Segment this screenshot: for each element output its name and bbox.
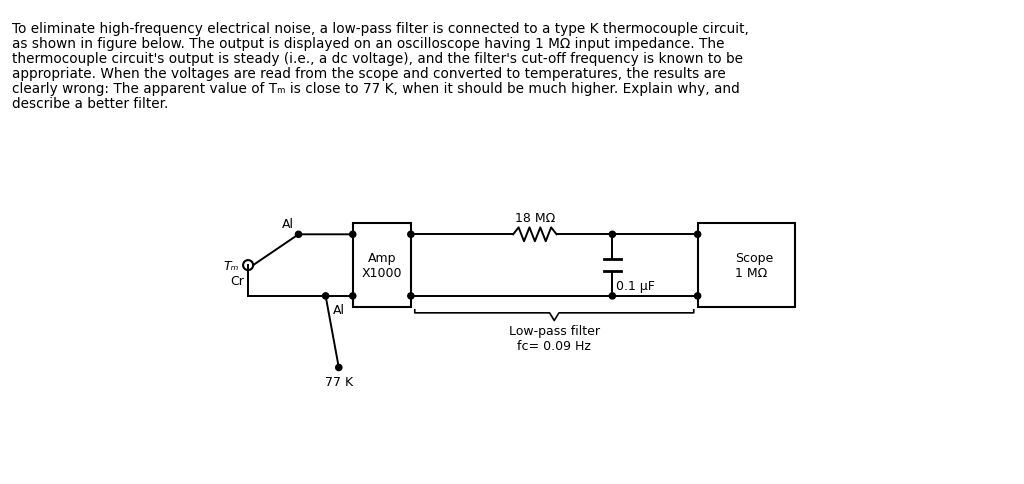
Circle shape [295,232,302,238]
Text: appropriate. When the voltages are read from the scope and converted to temperat: appropriate. When the voltages are read … [12,67,726,81]
Circle shape [349,232,356,238]
Text: 0.1 μF: 0.1 μF [616,279,655,292]
Circle shape [323,293,329,300]
Circle shape [694,293,700,300]
Text: Tₘ: Tₘ [223,259,239,272]
Bar [352,223,411,308]
Text: as shown in figure below. The output is displayed on an oscilloscope having 1 MΩ: as shown in figure below. The output is … [12,37,725,51]
Text: describe a better filter.: describe a better filter. [12,97,169,111]
Text: Amp
X1000: Amp X1000 [361,252,402,280]
Text: 77 K: 77 K [325,376,353,388]
Text: Al: Al [282,217,294,230]
Text: thermocouple circuit's output is steady (i.e., a dc voltage), and the filter's c: thermocouple circuit's output is steady … [12,52,743,66]
Circle shape [609,232,615,238]
Text: Scope
1 MΩ: Scope 1 MΩ [735,252,773,280]
Circle shape [694,232,700,238]
Text: clearly wrong: The apparent value of Tₘ is close to 77 K, when it should be much: clearly wrong: The apparent value of Tₘ … [12,82,740,96]
Text: To eliminate high-frequency electrical noise, a low-pass filter is connected to : To eliminate high-frequency electrical n… [12,22,750,36]
Text: 18 MΩ: 18 MΩ [515,212,555,225]
Circle shape [408,293,414,300]
Text: Low-pass filter
fᴄ= 0.09 Hz: Low-pass filter fᴄ= 0.09 Hz [509,325,600,353]
Bar [697,223,795,308]
Circle shape [349,293,356,300]
Circle shape [408,232,414,238]
Circle shape [609,293,615,300]
Circle shape [336,364,342,371]
Text: Cr: Cr [230,274,245,287]
Text: Al: Al [333,303,345,316]
